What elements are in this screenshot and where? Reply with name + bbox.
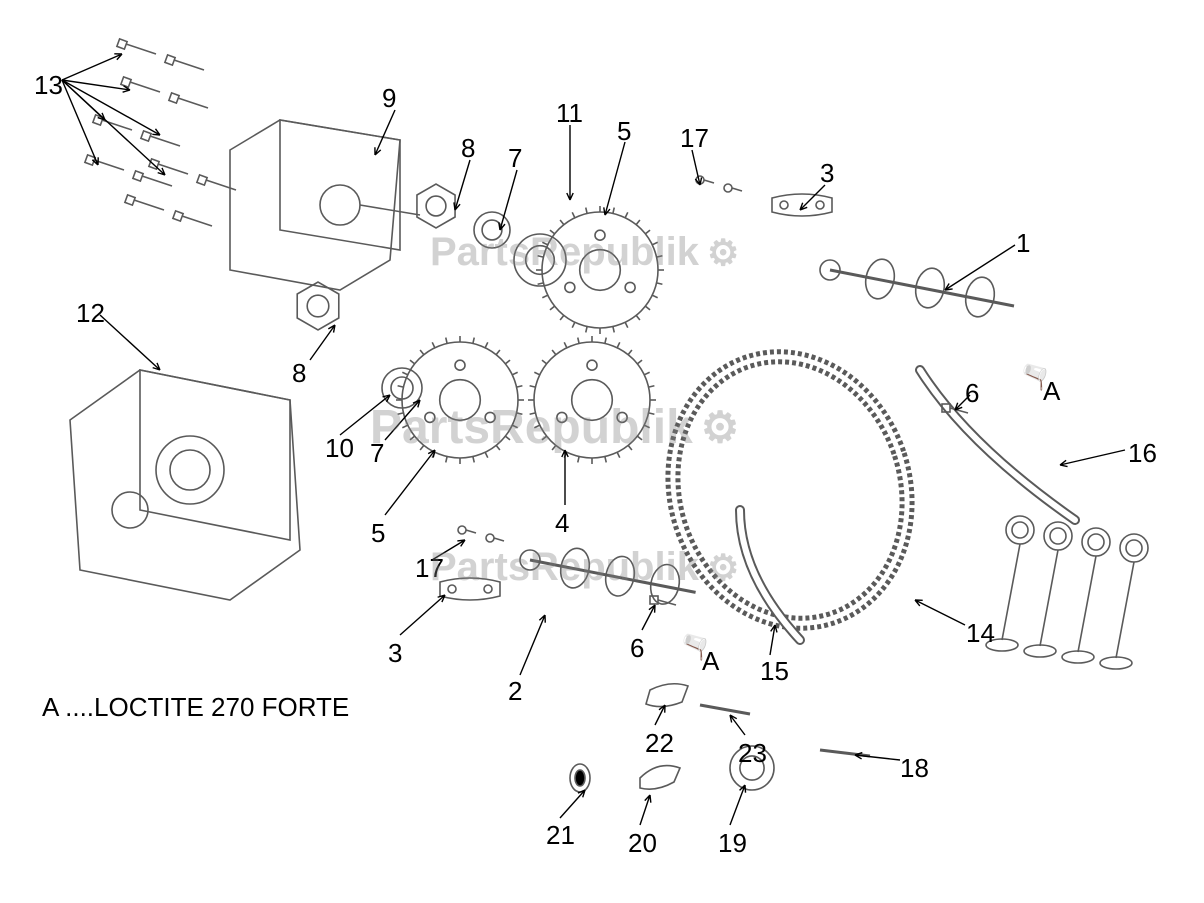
- leader-8b: [310, 325, 335, 360]
- callout-4: 4: [555, 510, 569, 536]
- callout-3a: 3: [820, 160, 834, 186]
- leader-18: [855, 753, 900, 760]
- leader-13: [62, 80, 130, 92]
- callout-17b: 17: [415, 555, 444, 581]
- leader-9: [375, 110, 395, 155]
- leader-13: [62, 80, 160, 135]
- callout-22: 22: [645, 730, 674, 756]
- gear-icon: ⚙: [707, 232, 739, 274]
- loctite-note: A ....LOCTITE 270 FORTE: [42, 692, 349, 723]
- callout-20: 20: [628, 830, 657, 856]
- callout-12: 12: [76, 300, 105, 326]
- callout-17a: 17: [680, 125, 709, 151]
- callout-18: 18: [900, 755, 929, 781]
- callout-2: 2: [508, 678, 522, 704]
- callout-8b: 8: [292, 360, 306, 386]
- callout-5a: 5: [617, 118, 631, 144]
- callout-3b: 3: [388, 640, 402, 666]
- leader-lines: [0, 0, 1204, 903]
- leader-3b: [400, 595, 445, 635]
- leader-7b: [385, 400, 420, 440]
- callout-6a: 6: [965, 380, 979, 406]
- leader-3a: [800, 185, 825, 210]
- leader-5b: [385, 450, 435, 515]
- leader-23: [730, 715, 745, 735]
- leader-15: [770, 625, 777, 655]
- callout-9: 9: [382, 85, 396, 111]
- callout-19: 19: [718, 830, 747, 856]
- callout-14: 14: [966, 620, 995, 646]
- gear-icon: ⚙: [701, 403, 740, 453]
- leader-13: [62, 54, 122, 80]
- callout-6b: 6: [630, 635, 644, 661]
- callout-8a: 8: [461, 135, 475, 161]
- oil-drop-icon: 🫗: [1020, 366, 1050, 390]
- leader-5a: [604, 142, 625, 215]
- leader-1: [945, 245, 1015, 290]
- watermark: PartsRepublik⚙: [430, 230, 739, 275]
- leader-16: [1060, 450, 1125, 467]
- callout-1: 1: [1016, 230, 1030, 256]
- diagram-canvas: 1398117517311286A710165417326A1514222318…: [0, 0, 1204, 903]
- callout-10: 10: [325, 435, 354, 461]
- oil-drop-icon: 🫗: [680, 636, 710, 660]
- callout-7b: 7: [370, 440, 384, 466]
- leader-2: [520, 615, 545, 675]
- callout-7a: 7: [508, 145, 522, 171]
- callout-23: 23: [738, 740, 767, 766]
- parts-layer: [0, 0, 1204, 903]
- leader-22: [655, 705, 665, 725]
- gear-icon: ⚙: [707, 547, 739, 589]
- watermark: PartsRepublik⚙: [370, 400, 739, 455]
- leader-21: [560, 790, 585, 818]
- callout-11: 11: [556, 100, 583, 126]
- leader-12: [100, 315, 160, 370]
- leader-13: [62, 80, 98, 165]
- callout-21: 21: [546, 822, 575, 848]
- leader-8a: [454, 160, 470, 210]
- leader-10: [340, 395, 390, 435]
- callout-13: 13: [34, 72, 63, 98]
- callout-15: 15: [760, 658, 789, 684]
- leader-13: [62, 80, 105, 120]
- leader-6b: [642, 605, 655, 630]
- leader-19: [730, 785, 746, 825]
- leader-20: [640, 795, 651, 825]
- leader-13: [62, 80, 165, 175]
- leader-11: [567, 125, 573, 200]
- watermark: PartsRepublik⚙: [430, 545, 739, 590]
- leader-7a: [499, 170, 517, 230]
- leader-4: [562, 450, 568, 505]
- leader-14: [915, 600, 965, 625]
- callout-5b: 5: [371, 520, 385, 546]
- leader-17a: [692, 150, 702, 185]
- callout-16: 16: [1128, 440, 1157, 466]
